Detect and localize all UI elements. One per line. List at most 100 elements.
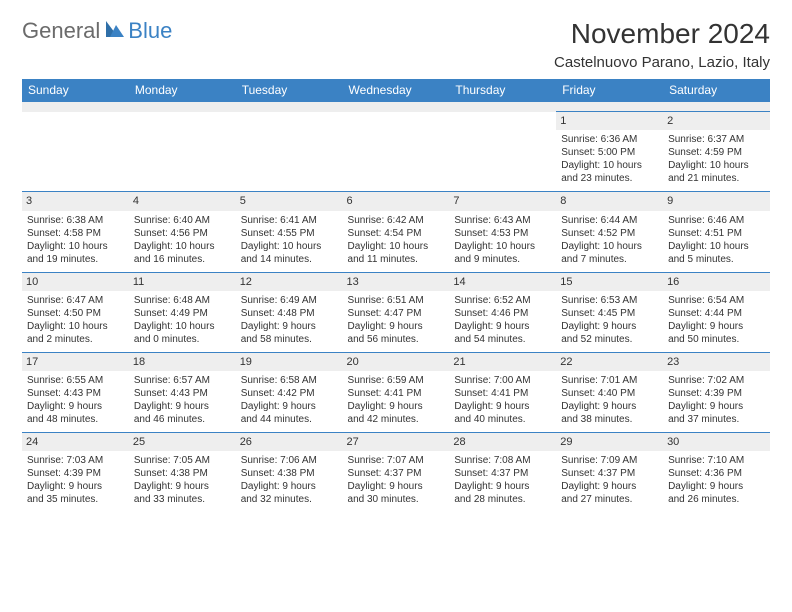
day-number: 9 [663, 192, 770, 210]
daylight-line: Daylight: 10 hours [348, 240, 445, 253]
day-number: 2 [663, 112, 770, 130]
sunset-line: Sunset: 4:54 PM [348, 227, 445, 240]
sunset-line: Sunset: 4:46 PM [454, 307, 551, 320]
day-cell: 10Sunrise: 6:47 AMSunset: 4:50 PMDayligh… [22, 272, 129, 352]
daylight-line: Daylight: 9 hours [241, 480, 338, 493]
day-number: 20 [343, 353, 450, 371]
day-cell: 22Sunrise: 7:01 AMSunset: 4:40 PMDayligh… [556, 352, 663, 432]
sunset-line: Sunset: 4:56 PM [134, 227, 231, 240]
daylight-line: Daylight: 9 hours [134, 400, 231, 413]
logo-text-general: General [22, 18, 100, 44]
sunset-line: Sunset: 4:42 PM [241, 387, 338, 400]
spacer-row [22, 102, 770, 112]
sunrise-line: Sunrise: 6:43 AM [454, 214, 551, 227]
calendar-table: Sunday Monday Tuesday Wednesday Thursday… [22, 79, 770, 512]
location: Castelnuovo Parano, Lazio, Italy [554, 54, 770, 71]
sunrise-line: Sunrise: 6:53 AM [561, 294, 658, 307]
sunrise-line: Sunrise: 6:59 AM [348, 374, 445, 387]
sunset-line: Sunset: 4:40 PM [561, 387, 658, 400]
sunset-line: Sunset: 4:48 PM [241, 307, 338, 320]
daylight-line: Daylight: 10 hours [134, 240, 231, 253]
daylight-line: Daylight: 10 hours [27, 320, 124, 333]
sunset-line: Sunset: 4:55 PM [241, 227, 338, 240]
sunset-line: Sunset: 4:43 PM [27, 387, 124, 400]
daylight-line: and 2 minutes. [27, 333, 124, 346]
daylight-line: and 32 minutes. [241, 493, 338, 506]
daylight-line: and 14 minutes. [241, 253, 338, 266]
daylight-line: and 26 minutes. [668, 493, 765, 506]
sunrise-line: Sunrise: 6:57 AM [134, 374, 231, 387]
sunrise-line: Sunrise: 7:00 AM [454, 374, 551, 387]
day-number: 19 [236, 353, 343, 371]
daylight-line: Daylight: 10 hours [668, 159, 765, 172]
daylight-line: and 33 minutes. [134, 493, 231, 506]
daylight-line: and 35 minutes. [27, 493, 124, 506]
day-cell: 18Sunrise: 6:57 AMSunset: 4:43 PMDayligh… [129, 352, 236, 432]
daylight-line: and 46 minutes. [134, 413, 231, 426]
week-row: 1Sunrise: 6:36 AMSunset: 5:00 PMDaylight… [22, 112, 770, 192]
sunrise-line: Sunrise: 6:48 AM [134, 294, 231, 307]
logo: General Blue [22, 18, 172, 44]
day-cell: 12Sunrise: 6:49 AMSunset: 4:48 PMDayligh… [236, 272, 343, 352]
daylight-line: and 30 minutes. [348, 493, 445, 506]
sunrise-line: Sunrise: 6:41 AM [241, 214, 338, 227]
sunrise-line: Sunrise: 6:42 AM [348, 214, 445, 227]
daylight-line: and 38 minutes. [561, 413, 658, 426]
daylight-line: and 21 minutes. [668, 172, 765, 185]
weekday-header: Friday [556, 79, 663, 102]
sunrise-line: Sunrise: 7:02 AM [668, 374, 765, 387]
day-cell: 16Sunrise: 6:54 AMSunset: 4:44 PMDayligh… [663, 272, 770, 352]
daylight-line: Daylight: 9 hours [561, 400, 658, 413]
day-cell: 11Sunrise: 6:48 AMSunset: 4:49 PMDayligh… [129, 272, 236, 352]
daylight-line: Daylight: 9 hours [241, 400, 338, 413]
sunrise-line: Sunrise: 6:44 AM [561, 214, 658, 227]
sunrise-line: Sunrise: 6:55 AM [27, 374, 124, 387]
sunrise-line: Sunrise: 7:10 AM [668, 454, 765, 467]
sunrise-line: Sunrise: 6:40 AM [134, 214, 231, 227]
daylight-line: and 19 minutes. [27, 253, 124, 266]
daylight-line: Daylight: 9 hours [454, 400, 551, 413]
day-number: 3 [22, 192, 129, 210]
day-cell: 19 Sunrise: 6:58 AMSunset: 4:42 PMDayligh… [236, 352, 343, 432]
sunrise-line: Sunrise: 7:07 AM [348, 454, 445, 467]
sunset-line: Sunset: 4:38 PM [134, 467, 231, 480]
daylight-line: Daylight: 9 hours [348, 480, 445, 493]
day-cell: 5Sunrise: 6:41 AMSunset: 4:55 PMDaylight… [236, 192, 343, 272]
day-number: 23 [663, 353, 770, 371]
day-number: 29 [556, 433, 663, 451]
daylight-line: Daylight: 9 hours [561, 480, 658, 493]
day-number: 26 [236, 433, 343, 451]
daylight-line: and 54 minutes. [454, 333, 551, 346]
day-number: 21 [449, 353, 556, 371]
sunset-line: Sunset: 4:39 PM [27, 467, 124, 480]
day-cell: 6Sunrise: 6:42 AMSunset: 4:54 PMDaylight… [343, 192, 450, 272]
daylight-line: Daylight: 9 hours [348, 400, 445, 413]
day-cell: 17Sunrise: 6:55 AMSunset: 4:43 PMDayligh… [22, 352, 129, 432]
day-cell: 28Sunrise: 7:08 AMSunset: 4:37 PMDayligh… [449, 433, 556, 513]
day-number: 27 [343, 433, 450, 451]
day-number: 11 [129, 273, 236, 291]
sunrise-line: Sunrise: 6:37 AM [668, 133, 765, 146]
sunrise-line: Sunrise: 7:06 AM [241, 454, 338, 467]
daylight-line: Daylight: 9 hours [241, 320, 338, 333]
sunrise-line: Sunrise: 6:49 AM [241, 294, 338, 307]
daylight-line: Daylight: 9 hours [561, 320, 658, 333]
weekday-header: Tuesday [236, 79, 343, 102]
sunset-line: Sunset: 4:47 PM [348, 307, 445, 320]
day-number: 13 [343, 273, 450, 291]
daylight-line: Daylight: 10 hours [134, 320, 231, 333]
daylight-line: and 23 minutes. [561, 172, 658, 185]
sunset-line: Sunset: 4:38 PM [241, 467, 338, 480]
daylight-line: and 50 minutes. [668, 333, 765, 346]
day-number: 22 [556, 353, 663, 371]
day-number: 15 [556, 273, 663, 291]
day-number: 7 [449, 192, 556, 210]
sunset-line: Sunset: 4:37 PM [348, 467, 445, 480]
header: General Blue November 2024 Castelnuovo P… [22, 18, 770, 71]
sunrise-line: Sunrise: 6:58 AM [241, 374, 338, 387]
day-cell: 1Sunrise: 6:36 AMSunset: 5:00 PMDaylight… [556, 112, 663, 192]
sunrise-line: Sunrise: 6:38 AM [27, 214, 124, 227]
day-number: 10 [22, 273, 129, 291]
daylight-line: and 42 minutes. [348, 413, 445, 426]
sunset-line: Sunset: 5:00 PM [561, 146, 658, 159]
